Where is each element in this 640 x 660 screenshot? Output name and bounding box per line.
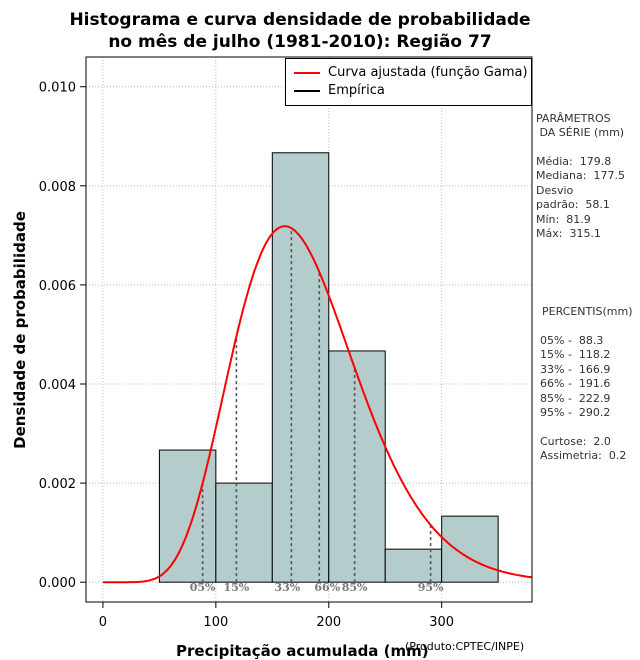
- x-tick-label: 300: [429, 615, 454, 630]
- chart-title-line1: Histograma e curva densidade de probabil…: [69, 10, 531, 30]
- legend-item-empirical: Empírica: [294, 83, 385, 98]
- percentis-values: 05% - 88.3 15% - 118.2 33% - 166.9 66% -…: [540, 334, 611, 420]
- y-tick-label: 0.006: [39, 279, 76, 294]
- y-tick-label: 0.004: [39, 378, 76, 393]
- legend-label-fit: Curva ajustada (função Gama): [328, 65, 528, 80]
- product-credit: (Produto:CPTEC/INPE): [405, 640, 525, 653]
- x-axis-label: Precipitação acumulada (mm): [176, 642, 429, 660]
- y-tick-label: 0.002: [39, 477, 76, 492]
- legend-label-empirical: Empírica: [328, 83, 385, 98]
- stats-values: Curtose: 2.0 Assimetria: 0.2: [540, 435, 627, 463]
- parametros-values: Média: 179.8 Mediana: 177.5 Desvio padrã…: [536, 155, 625, 241]
- legend-swatch-fit: [294, 71, 320, 74]
- percentile-label-5: 95%: [418, 581, 444, 594]
- gamma-fit-curve: [102, 225, 533, 584]
- parametros-title: PARÂMETROS DA SÉRIE (mm): [536, 112, 625, 140]
- percentile-label-0: 05%: [190, 581, 216, 594]
- histogram-bar-3: [328, 350, 386, 583]
- legend-item-fit: Curva ajustada (função Gama): [294, 65, 528, 80]
- y-axis-label: Densidade de probabilidade: [11, 211, 29, 449]
- chart-legend: Curva ajustada (função Gama) Empírica: [285, 58, 532, 106]
- histogram-bar-5: [441, 515, 499, 583]
- x-tick-label: 100: [203, 615, 228, 630]
- x-tick-label: 0: [99, 615, 107, 630]
- y-tick-label: 0.010: [39, 81, 76, 96]
- histogram-bar-2: [271, 152, 330, 583]
- percentile-label-2: 33%: [275, 581, 301, 594]
- histogram-bar-0: [158, 449, 217, 583]
- percentis-title: PERCENTIS(mm): [542, 305, 633, 318]
- y-tick-label: 0.000: [39, 576, 76, 591]
- histogram-bar-4: [384, 548, 443, 583]
- y-tick-label: 0.008: [39, 180, 76, 195]
- percentile-label-3: 66%: [314, 581, 340, 594]
- plot-frame: [85, 56, 533, 603]
- x-tick-label: 200: [316, 615, 341, 630]
- chart-title-line2: no mês de julho (1981-2010): Região 77: [108, 32, 492, 52]
- percentile-label-4: 85%: [342, 581, 368, 594]
- legend-swatch-empirical: [294, 89, 320, 92]
- percentile-label-1: 15%: [224, 581, 250, 594]
- histogram-bar-1: [215, 482, 273, 583]
